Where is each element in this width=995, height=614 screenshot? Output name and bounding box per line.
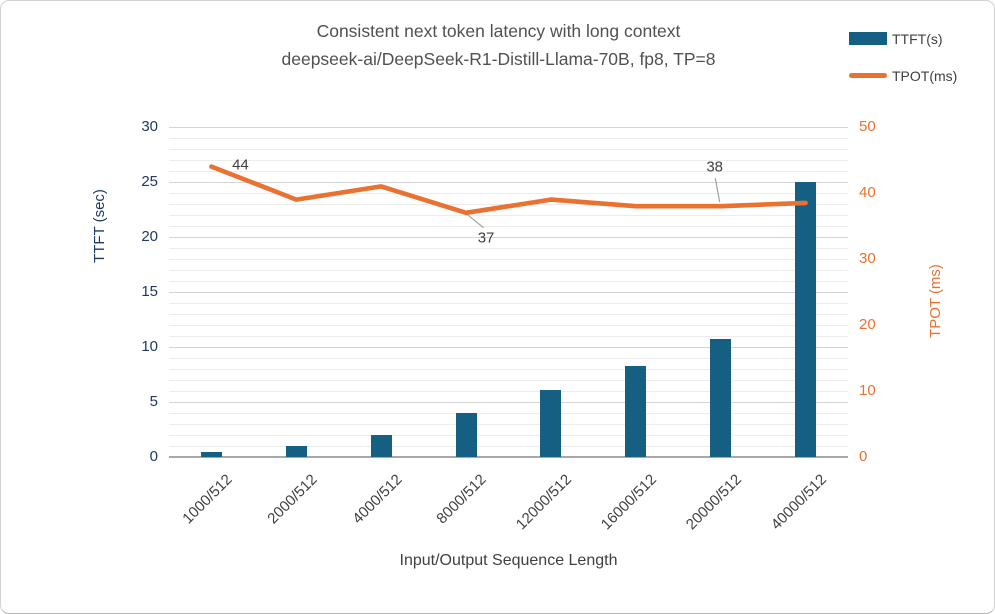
left-tick-label: 20 [141, 228, 158, 245]
minor-gridline [169, 247, 848, 249]
minor-gridline [169, 379, 848, 381]
minor-gridline [169, 357, 848, 359]
ttft-bar [710, 339, 732, 457]
legend-item-tpot: TPOT(ms) [849, 62, 957, 89]
minor-gridline [169, 280, 848, 282]
x-tick-label: 20000/512 [682, 471, 745, 534]
minor-gridline [169, 137, 848, 139]
legend-label-ttft: TTFT(s) [892, 30, 943, 47]
x-tick-label: 2000/512 [264, 471, 321, 528]
major-gridline [169, 291, 848, 293]
x-tick-label: 40000/512 [767, 471, 830, 534]
minor-gridline [169, 302, 848, 304]
left-tick-label: 5 [149, 393, 158, 410]
ttft-bar [285, 446, 307, 457]
ttft-bar [370, 435, 392, 457]
minor-gridline [169, 313, 848, 315]
x-tick-label: 1000/512 [179, 471, 236, 528]
minor-gridline [169, 335, 848, 337]
right-tick-label: 20 [859, 316, 876, 333]
major-gridline [169, 346, 848, 348]
minor-gridline [169, 390, 848, 392]
minor-gridline [169, 324, 848, 326]
minor-gridline [169, 192, 848, 194]
chart-title: Consistent next token latency with long … [1, 17, 994, 73]
minor-gridline [169, 434, 848, 436]
x-tick-label: 16000/512 [597, 471, 660, 534]
left-tick-label: 0 [149, 448, 158, 465]
minor-gridline [169, 225, 848, 227]
minor-gridline [169, 423, 848, 425]
right-tick-label: 50 [859, 118, 876, 135]
legend-item-ttft: TTFT(s) [849, 25, 957, 52]
major-gridline [169, 401, 848, 403]
minor-gridline [169, 214, 848, 216]
x-tick-label: 4000/512 [348, 471, 406, 528]
chart-title-line2: deepseek-ai/DeepSeek-R1-Distill-Llama-70… [281, 49, 716, 69]
tpot-data-label: 37 [477, 229, 495, 247]
left-tick-label: 10 [141, 338, 158, 355]
tpot-data-label: 38 [706, 158, 724, 176]
right-tick-label: 40 [859, 184, 876, 201]
tpot-data-label: 44 [232, 156, 249, 174]
minor-gridline [169, 445, 848, 447]
x-axis-line [169, 456, 848, 458]
chart-title-line1: Consistent next token latency with long … [316, 21, 681, 41]
major-gridline [169, 181, 848, 183]
ttft-bar [455, 413, 477, 457]
right-tick-label: 0 [859, 448, 868, 465]
right-tick-label: 10 [859, 382, 876, 399]
x-axis-title: Input/Output Sequence Length [399, 552, 618, 569]
minor-gridline [169, 412, 848, 414]
ttft-bar [540, 389, 562, 457]
legend-label-tpot: TPOT(ms) [892, 67, 958, 84]
ttft-bar-swatch-icon [849, 32, 887, 45]
minor-gridline [169, 203, 848, 205]
left-tick-label: 15 [141, 283, 158, 300]
minor-gridline [169, 159, 848, 161]
minor-gridline [169, 148, 848, 150]
minor-gridline [169, 368, 848, 370]
major-gridline [169, 236, 848, 238]
ttft-bar [795, 182, 817, 457]
minor-gridline [169, 258, 848, 260]
legend: TTFT(s) TPOT(ms) [849, 25, 957, 99]
minor-gridline [169, 170, 848, 172]
left-tick-label: 25 [141, 173, 158, 190]
tpot-line-swatch-icon [849, 73, 887, 78]
x-tick-label: 8000/512 [433, 471, 491, 528]
right-tick-label: 30 [859, 250, 876, 267]
x-tick-label: 12000/512 [512, 471, 575, 534]
ttft-bar [200, 451, 222, 457]
major-gridline [169, 126, 848, 128]
ttft-bar [625, 365, 647, 457]
left-tick-label: 30 [141, 118, 158, 135]
minor-gridline [169, 269, 848, 271]
